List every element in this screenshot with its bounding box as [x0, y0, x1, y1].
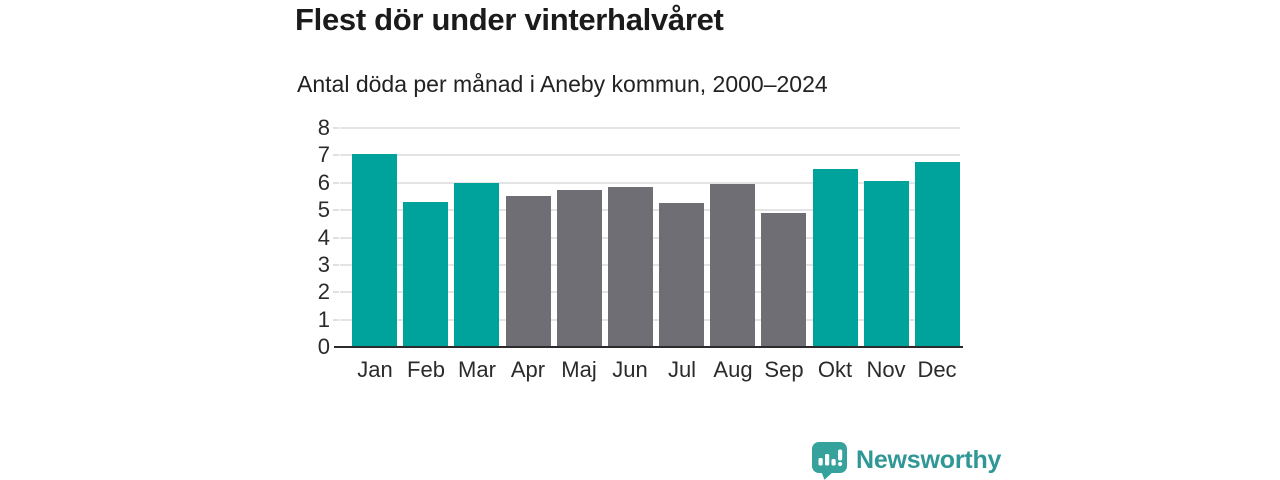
y-tick-4: [333, 236, 339, 239]
bar-mar: [454, 183, 499, 347]
y-axis-label-1: 1: [317, 306, 330, 332]
bar-apr: [506, 196, 551, 347]
x-axis-line: [334, 346, 963, 348]
x-axis-label-maj: Maj: [561, 357, 597, 382]
y-tick-5: [333, 209, 339, 212]
bar-jul: [659, 203, 704, 347]
x-axis-label-feb: Feb: [407, 357, 445, 382]
gridline-y-7: [340, 154, 960, 157]
y-axis-label-0: 0: [317, 334, 330, 359]
bar-okt: [813, 169, 858, 347]
bar-jun: [608, 187, 653, 347]
x-axis-label-jun: Jun: [612, 357, 648, 382]
gridline-y-8: [340, 127, 960, 129]
y-axis-label-6: 6: [317, 169, 330, 195]
x-axis-label-mar: Mar: [458, 357, 496, 382]
gridline-y-6: [340, 181, 960, 184]
y-axis-label-8: 8: [317, 115, 330, 140]
y-axis-label-3: 3: [317, 251, 330, 277]
x-axis-label-aug: Aug: [713, 357, 753, 382]
bar-aug: [710, 184, 755, 347]
brand-name: Newsworthy: [856, 446, 1002, 474]
y-axis-label-7: 7: [317, 142, 330, 168]
plot-area: [333, 127, 963, 348]
y-axis-label-2: 2: [317, 279, 330, 305]
y-axis-label-4: 4: [317, 224, 330, 250]
x-axis-label-sep: Sep: [764, 357, 804, 382]
y-tick-6: [333, 181, 339, 184]
x-axis-label-dec: Dec: [917, 357, 957, 382]
chart-subtitle: Antal döda per månad i Aneby kommun, 200…: [297, 71, 828, 97]
newsworthy-logo-icon: [812, 442, 847, 480]
chart-title: Flest dör under vinterhalvåret: [295, 2, 724, 37]
y-tick-8: [333, 127, 339, 129]
bar-jan: [352, 154, 397, 347]
y-axis-label-5: 5: [317, 197, 330, 223]
bar-maj: [557, 190, 602, 347]
x-axis-label-okt: Okt: [817, 357, 853, 382]
y-tick-3: [333, 263, 339, 266]
bar-nov: [864, 181, 909, 347]
x-axis-label-jan: Jan: [357, 357, 393, 382]
y-tick-1: [333, 318, 339, 321]
bar-dec: [915, 162, 960, 347]
y-tick-2: [333, 291, 339, 294]
bar-feb: [403, 202, 448, 347]
x-axis-label-jul: Jul: [667, 357, 697, 382]
x-axis-label-nov: Nov: [866, 357, 906, 382]
x-axis: Jan Feb Mar Apr Maj Jun Jul Aug Sep Okt Nov Dec: [340, 357, 960, 387]
bar-sep: [761, 213, 806, 347]
brand-footer: Newsworthy: [811, 441, 1001, 480]
x-axis-label-apr: Apr: [510, 357, 546, 382]
y-tick-7: [333, 154, 339, 157]
